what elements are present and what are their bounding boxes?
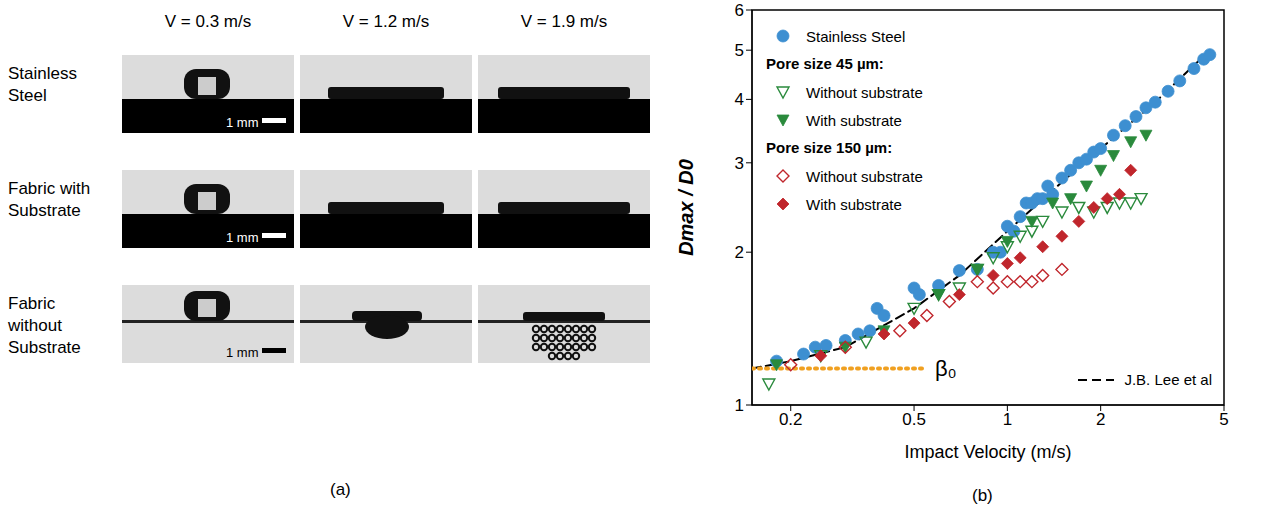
html-text:Fabric with Substrate: Fabric with Substrate <box>8 179 91 220</box>
svg-text:1 mm: 1 mm <box>226 115 259 130</box>
svg-text:1 mm: 1 mm <box>226 345 259 360</box>
html-text:With substrate: With substrate <box>806 111 902 129</box>
svg-text:β₀: β₀ <box>935 356 957 381</box>
html-text:Fabric without Substrate: Fabric without Substrate <box>8 294 81 357</box>
html-text:Without substrate: Without substrate <box>806 83 923 101</box>
html-text:With substrate: With substrate <box>806 195 902 213</box>
svg-text:6: 6 <box>735 1 744 20</box>
html-text:V = 1.2 m/s: V = 1.2 m/s <box>342 12 430 31</box>
html-text:(b): (b) <box>972 486 993 505</box>
svg-text:5: 5 <box>735 41 744 60</box>
html-text:Pore size 45 µm:: Pore size 45 µm: <box>766 55 884 72</box>
svg-text:5: 5 <box>1219 410 1228 429</box>
svg-text:1: 1 <box>735 396 744 415</box>
svg-text:1: 1 <box>1003 410 1012 429</box>
svg-text:4: 4 <box>735 90 744 109</box>
html-text:Stainless Steel: Stainless Steel <box>8 64 77 105</box>
svg-text:0.2: 0.2 <box>779 410 803 429</box>
html-text:Stainless Steel: Stainless Steel <box>806 27 906 45</box>
svg-text:2: 2 <box>735 243 744 262</box>
svg-text:3: 3 <box>735 154 744 173</box>
svg-text:1 mm: 1 mm <box>226 230 259 245</box>
html-text:J.B. Lee et al: J.B. Lee et al <box>1124 371 1212 388</box>
html-text:V = 1.9 m/s: V = 1.9 m/s <box>520 12 608 31</box>
html-text:Pore size 150 µm:: Pore size 150 µm: <box>766 139 893 156</box>
svg-text:Impact Velocity (m/s): Impact Velocity (m/s) <box>904 442 1071 462</box>
svg-text:2: 2 <box>1096 410 1105 429</box>
html-text:V = 0.3 m/s: V = 0.3 m/s <box>164 12 252 31</box>
html-text:Without substrate: Without substrate <box>806 167 923 185</box>
svg-text:Dmax / D0: Dmax / D0 <box>675 159 697 256</box>
svg-text:0.5: 0.5 <box>902 410 926 429</box>
html-text:(a): (a) <box>330 480 351 499</box>
